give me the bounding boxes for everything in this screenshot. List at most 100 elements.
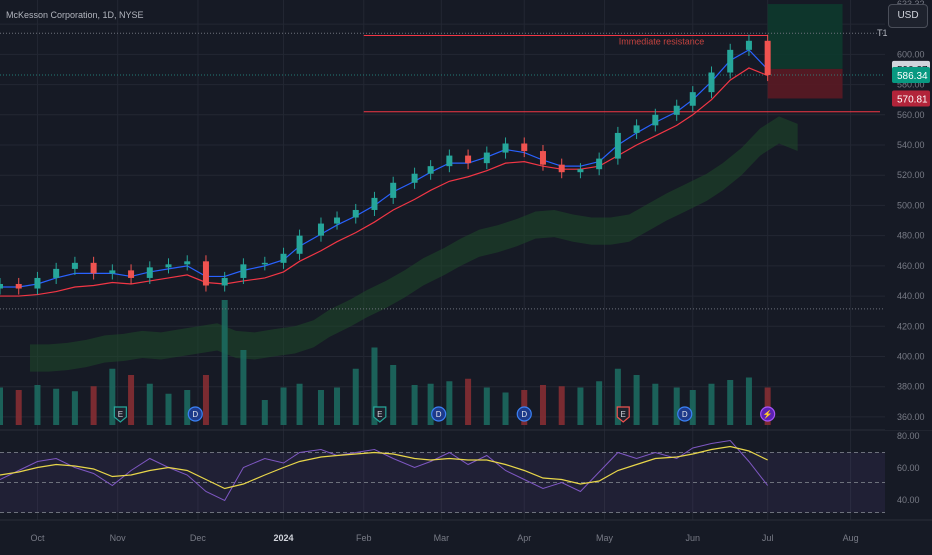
volume-bar <box>633 375 640 425</box>
candle-body <box>15 283 22 289</box>
price-label-bg <box>892 90 930 107</box>
rsi-axis: 80.00 60.00 40.00 <box>897 431 920 505</box>
candle-body <box>539 151 546 165</box>
dividend-marker[interactable]: D <box>516 406 532 422</box>
ema-fast-line <box>0 49 769 288</box>
rsi-ma-line <box>0 445 768 490</box>
price-tick-label: 500.00 <box>897 200 925 210</box>
volume-bar <box>483 387 490 425</box>
volume-bar <box>280 387 287 425</box>
volume-bar <box>708 383 715 425</box>
immediate-resistance-label: Immediate resistance <box>619 36 705 46</box>
dividend-glyph: D <box>192 410 198 419</box>
time-tick-label: Jun <box>686 533 701 543</box>
volume-bar <box>502 392 509 425</box>
volume-bar <box>764 387 771 425</box>
candle-body <box>90 262 97 274</box>
candle-body <box>371 197 378 210</box>
volume-bar <box>15 390 22 425</box>
volume-bar <box>558 386 565 425</box>
symbol-title: McKesson Corporation, 1D, NYSE <box>6 10 144 20</box>
currency-button[interactable]: USD <box>888 4 928 28</box>
candle-body <box>202 261 209 286</box>
dividend-marker[interactable]: D <box>187 406 203 422</box>
volume-bar <box>90 386 97 425</box>
earnings-glyph: E <box>118 410 123 419</box>
flash-badge <box>760 406 776 422</box>
time-tick-label: Aug <box>843 533 859 543</box>
volume-bar <box>539 385 546 425</box>
volume-bar <box>261 400 268 425</box>
dividend-badge <box>516 406 532 422</box>
earnings-marker[interactable]: E <box>113 406 127 423</box>
volume-bar <box>184 390 191 425</box>
candle-body <box>577 169 584 173</box>
dividend-glyph: D <box>521 410 527 419</box>
volume-bar <box>446 381 453 425</box>
candle-body <box>465 155 472 164</box>
volume-bar <box>411 385 418 425</box>
time-tick-label: Dec <box>190 533 207 543</box>
candle-body <box>53 268 60 278</box>
earnings-marker[interactable]: E <box>616 406 630 423</box>
dividend-marker[interactable]: D <box>431 406 447 422</box>
volume-bar <box>371 347 378 425</box>
time-axis[interactable]: Oct Nov Dec 2024 Feb Mar Apr May Jun Jul Aug <box>30 533 858 543</box>
volume-bar <box>221 300 228 425</box>
time-tick-label: May <box>596 533 614 543</box>
dividend-glyph: D <box>682 410 688 419</box>
candle-body <box>446 155 453 167</box>
flash-marker[interactable]: ⚡ <box>760 406 776 422</box>
volume-bar <box>390 365 397 425</box>
event-markers[interactable]: E D E D D E D ⚡ <box>113 406 776 423</box>
price-axis[interactable]: 620.00600.00580.00560.00540.00520.00500.… <box>877 0 932 430</box>
volume-bar <box>465 378 472 425</box>
candle-body <box>673 105 680 115</box>
cloud-band <box>30 116 798 372</box>
candle-body <box>184 261 191 265</box>
ema-lines <box>0 49 769 297</box>
candle-body <box>652 114 659 126</box>
earnings-badge <box>113 406 127 423</box>
time-tick-label: Mar <box>434 533 450 543</box>
candle-body <box>596 158 603 170</box>
volume-bars <box>0 300 771 425</box>
candle-body <box>633 125 640 133</box>
position-stop-zone <box>767 68 843 99</box>
volume-bar <box>577 387 584 425</box>
volume-bar <box>652 383 659 425</box>
volume-bar <box>352 368 359 425</box>
earnings-badge <box>373 406 387 423</box>
time-tick-label: Nov <box>110 533 127 543</box>
candle-body <box>502 143 509 153</box>
rsi-pane <box>0 439 885 513</box>
dividend-badge <box>187 406 203 422</box>
candle-body <box>261 262 268 265</box>
candle-body <box>317 223 324 236</box>
dividend-badge <box>431 406 447 422</box>
price-label: 570.81 <box>897 94 928 105</box>
volume-bar <box>745 377 752 425</box>
price-tick-label: 440.00 <box>897 291 925 301</box>
candle-body <box>240 264 247 278</box>
earnings-glyph: E <box>377 410 382 419</box>
rsi-tick-label: 80.00 <box>897 431 920 441</box>
volume-bar <box>128 375 135 425</box>
candle-body <box>0 283 3 289</box>
earnings-badge <box>616 406 630 423</box>
price-label: 586.34 <box>897 71 928 82</box>
resistance-lines: Immediate resistance <box>0 32 885 310</box>
volume-bar <box>53 388 60 425</box>
candle-body <box>109 270 116 274</box>
candle-body <box>764 40 771 76</box>
earnings-marker[interactable]: E <box>373 406 387 423</box>
volume-bar <box>673 387 680 425</box>
time-tick-label: Oct <box>30 533 45 543</box>
dividend-marker[interactable]: D <box>677 406 693 422</box>
price-tick-label: 420.00 <box>897 321 925 331</box>
price-tick-label: 380.00 <box>897 382 925 392</box>
target-label: T1 <box>877 28 888 38</box>
position-zones <box>767 4 843 99</box>
